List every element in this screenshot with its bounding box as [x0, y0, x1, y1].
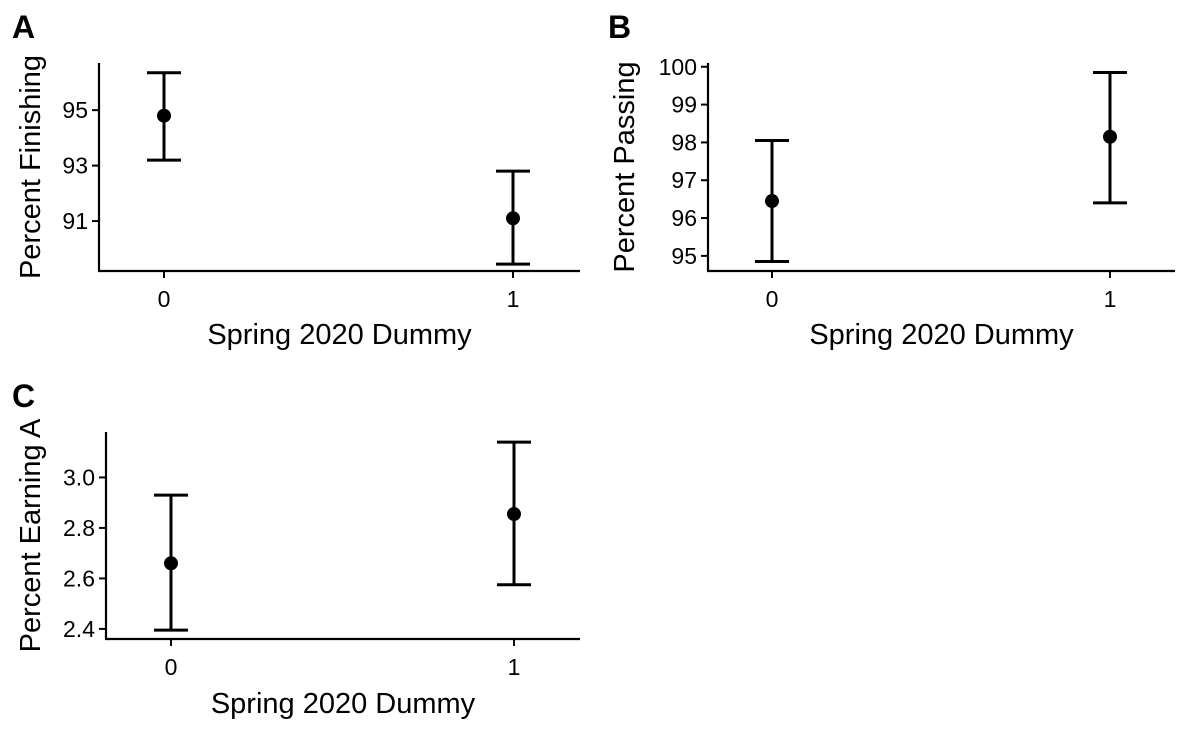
x-tick-label: 1 — [1104, 286, 1117, 312]
x-axis-title: Spring 2020 Dummy — [207, 319, 472, 351]
data-point — [157, 108, 171, 123]
x-tick-label: 1 — [508, 654, 521, 680]
y-axis-title: Percent Finishing — [15, 55, 47, 279]
panel-a: A 91 93 95 0 1 Spring 2020 Dummy Percent Finish… — [12, 9, 580, 351]
data-point — [164, 556, 178, 571]
x-axis-title: Spring 2020 Dummy — [809, 319, 1074, 351]
y-tick-label: 99 — [671, 92, 697, 118]
y-axis-title: Percent Passing — [609, 61, 641, 272]
panel-letter: C — [12, 378, 35, 414]
y-tick-label: 100 — [659, 54, 697, 80]
y-axis-title: Percent Earning A — [15, 418, 47, 652]
data-point — [1103, 129, 1117, 144]
y-tick-label: 2.6 — [63, 565, 95, 591]
y-tick-label: 2.4 — [63, 616, 95, 642]
panel-b: B 95 96 97 98 99 100 0 1 Spring 2020 Dummy Percent… — [608, 9, 1175, 351]
chart-panels: A 91 93 95 0 1 Spring 2020 Dummy Percent Finish… — [12, 9, 1175, 720]
x-axis-title: Spring 2020 Dummy — [211, 688, 476, 720]
y-tick-label: 96 — [671, 205, 697, 231]
y-tick-label: 95 — [671, 243, 697, 269]
panel-letter: A — [12, 9, 35, 45]
y-tick-label: 97 — [671, 167, 697, 193]
panel-c: C 2.4 2.6 2.8 3.0 0 1 Spring 2020 Dummy Percent … — [12, 378, 580, 720]
x-tick-label: 0 — [165, 654, 178, 680]
y-tick-label: 3.0 — [63, 464, 95, 490]
y-tick-label: 91 — [62, 208, 88, 234]
data-point — [765, 194, 779, 209]
data-point — [507, 507, 521, 522]
y-tick-label: 98 — [671, 129, 697, 155]
x-tick-label: 0 — [766, 286, 779, 312]
x-tick-label: 1 — [507, 286, 520, 312]
panel-letter: B — [608, 9, 631, 45]
y-tick-label: 93 — [62, 153, 88, 179]
y-tick-label: 95 — [62, 97, 88, 123]
y-tick-label: 2.8 — [63, 515, 95, 541]
x-tick-label: 0 — [158, 286, 171, 312]
data-point — [506, 211, 520, 226]
